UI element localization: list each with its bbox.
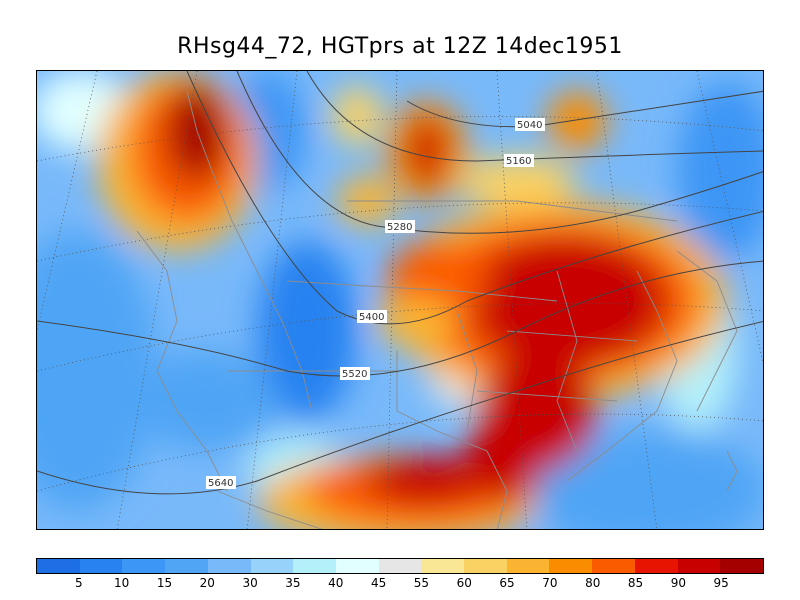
colorbar-label: 90	[670, 576, 686, 590]
colorbar-label: 5	[74, 576, 83, 590]
contour-labels: 5040 5160 5280 5400 5520 5640	[206, 118, 545, 489]
colorbar-box	[37, 559, 80, 573]
contour-5640-line	[37, 320, 763, 495]
political-boundaries	[136, 90, 738, 529]
colorbar-box	[506, 559, 550, 573]
colorbar-label: 70	[542, 576, 558, 590]
map-title: RHsg44_72, HGTprs at 12Z 14dec1951	[177, 34, 623, 59]
colorbar-labels: 5 10 15 20 30 35 40 45 55 60 65 70 80 85 90 95	[36, 576, 764, 594]
colorbar-box	[165, 559, 208, 573]
colorbar	[36, 558, 764, 574]
colorbar-box	[720, 559, 763, 573]
colorbar-box	[464, 559, 507, 573]
colorbar-box	[122, 559, 166, 573]
colorbar-box	[207, 559, 251, 573]
contour-5160-line	[306, 71, 763, 162]
relative-humidity-map: 5040 5160 5280 5400 5520 5640	[37, 71, 763, 529]
colorbar-label: 95	[713, 576, 729, 590]
colorbar-box	[549, 559, 593, 573]
colorbar-box	[250, 559, 294, 573]
colorbar-box	[421, 559, 465, 573]
colorbar-label: 60	[456, 576, 472, 590]
contour-5040-line	[406, 90, 763, 128]
colorbar-label: 35	[285, 576, 301, 590]
colorbar-label: 65	[499, 576, 515, 590]
colorbar-box	[335, 559, 379, 573]
colorbar-label: 55	[413, 576, 430, 590]
colorbar-box	[293, 559, 336, 573]
humidity-field	[37, 71, 763, 529]
map-panel: 5040 5160 5280 5400 5520 5640	[36, 70, 764, 530]
colorbar-label: 15	[156, 576, 173, 590]
contour-label-5160: 5160	[506, 156, 531, 167]
colorbar-box	[79, 559, 123, 573]
contour-label-5040: 5040	[517, 120, 542, 131]
colorbar-box	[634, 559, 678, 573]
contour-5520-line	[37, 260, 763, 377]
colorbar-label: 85	[627, 576, 644, 590]
height-contours	[37, 71, 763, 495]
contour-label-5400: 5400	[359, 312, 384, 323]
contour-label-5520: 5520	[342, 369, 367, 380]
contour-5400-line	[186, 71, 763, 325]
colorbar-label: 40	[328, 576, 344, 590]
colorbar-label: 10	[114, 576, 130, 590]
colorbar-box	[677, 559, 721, 573]
colorbar-label: 20	[199, 576, 215, 590]
colorbar-box	[592, 559, 635, 573]
colorbar-label: 80	[585, 576, 601, 590]
contour-label-5280: 5280	[387, 222, 412, 233]
colorbar-label: 30	[242, 576, 258, 590]
contour-5280-line	[236, 71, 763, 234]
colorbar-box	[378, 559, 422, 573]
colorbar-label: 45	[370, 576, 387, 590]
contour-label-5640: 5640	[208, 478, 233, 489]
